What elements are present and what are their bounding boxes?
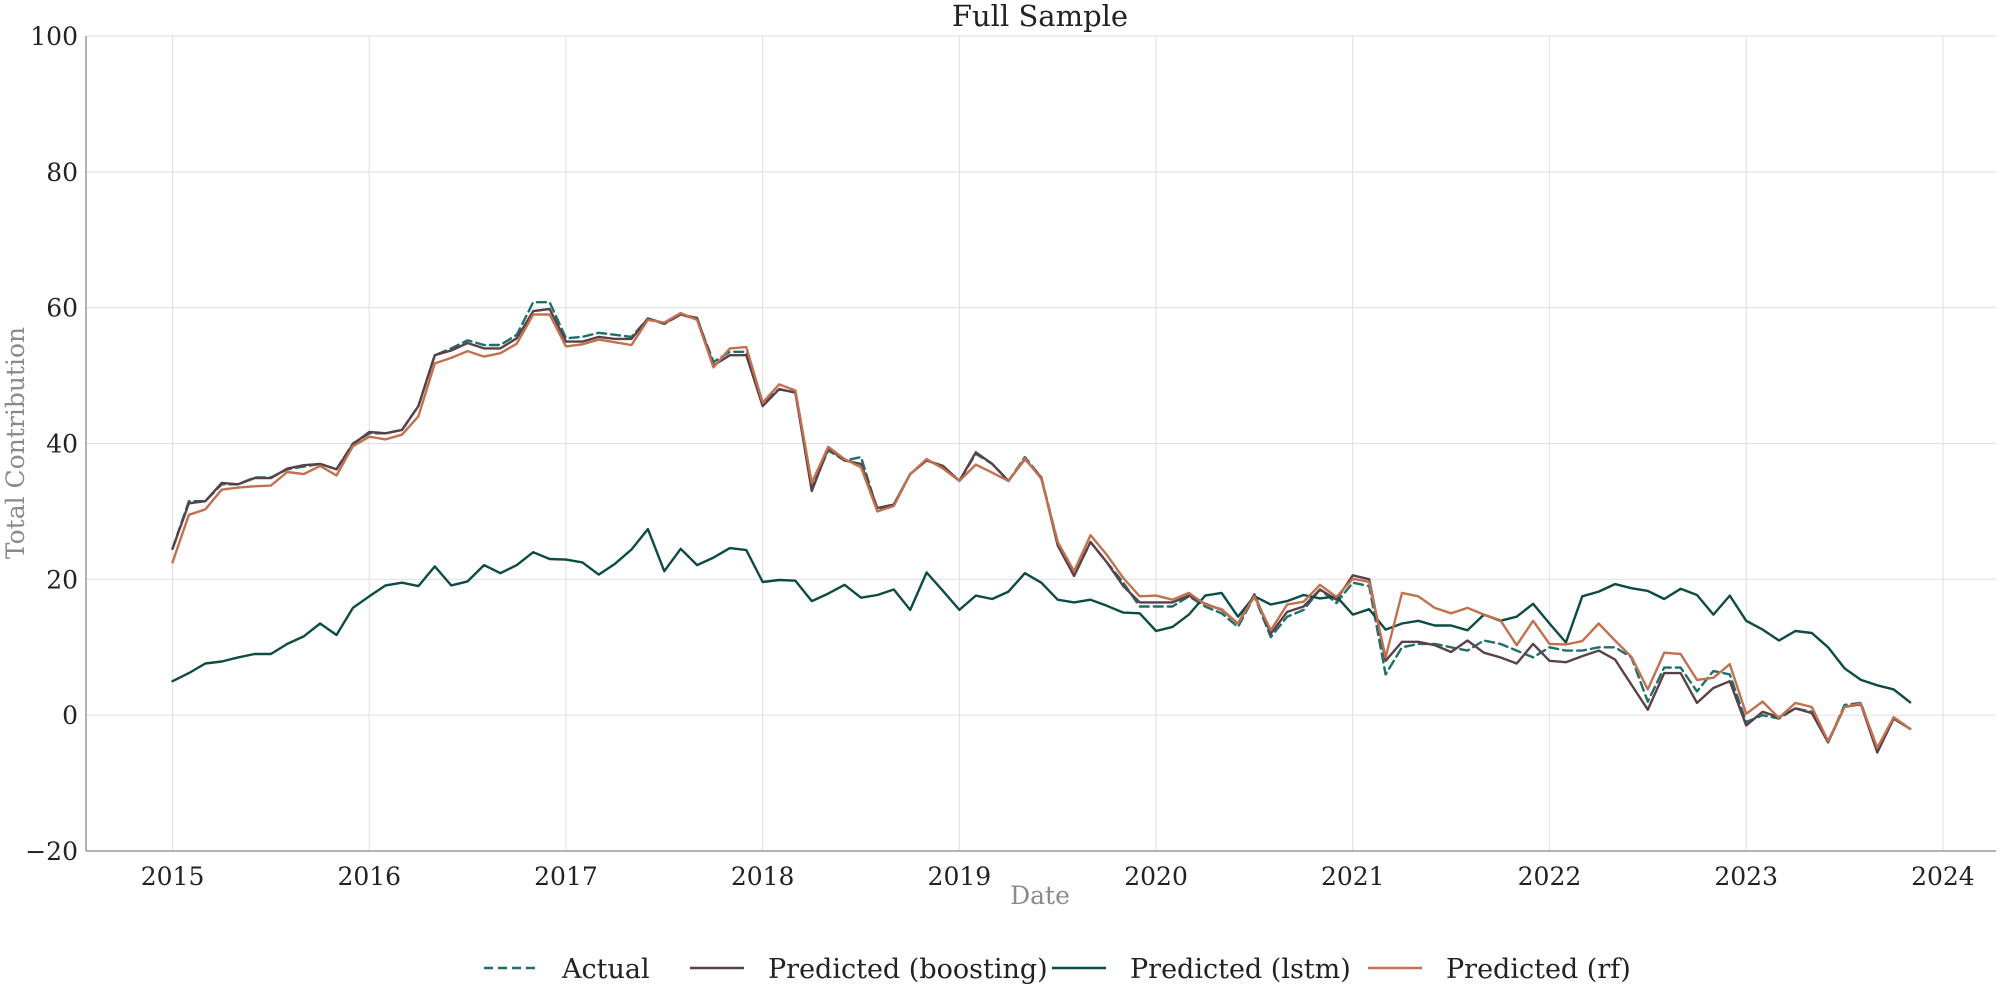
grid-lines — [86, 35, 1996, 852]
legend-label-1: Predicted (boosting) — [768, 954, 1048, 985]
legend-label-2: Predicted (lstm) — [1130, 954, 1351, 985]
y-tick-label: 80 — [46, 158, 78, 187]
y-tick-label: 60 — [46, 294, 78, 323]
x-tick-label: 2018 — [731, 862, 795, 891]
x-tick-label: 2022 — [1518, 862, 1582, 891]
x-tick-label: 2017 — [534, 862, 598, 891]
x-tick-label: 2024 — [1911, 862, 1975, 891]
y-tick-label: −20 — [25, 837, 78, 866]
x-tick-label: 2019 — [928, 862, 992, 891]
x-tick-label: 2021 — [1321, 862, 1385, 891]
chart-title: Full Sample — [952, 0, 1128, 33]
x-tick-label: 2016 — [337, 862, 401, 891]
legend-label-0: Actual — [561, 954, 650, 985]
y-tick-label: 20 — [46, 565, 78, 594]
x-tick-label: 2015 — [141, 862, 205, 891]
y-axis-label: Total Contribution — [1, 327, 30, 559]
series-lines — [171, 301, 1912, 754]
series-line-3 — [171, 311, 1912, 749]
x-tick-label: 2020 — [1124, 862, 1188, 891]
tick-labels: 2015 2016 2017 2018 2019 2020 2021 2022 2023 2024… — [25, 22, 1974, 891]
x-axis-label: Date — [1010, 881, 1070, 910]
legend-label-3: Predicted (rf) — [1446, 954, 1631, 985]
y-tick-label: 100 — [30, 22, 78, 51]
series-line-2 — [171, 527, 1912, 704]
y-tick-label: 0 — [62, 701, 78, 730]
legend: Actual Predicted (boosting) Predicted (lst… — [484, 954, 1631, 985]
axes — [85, 36, 1996, 852]
y-tick-label: 40 — [46, 430, 78, 459]
x-tick-label: 2023 — [1714, 862, 1778, 891]
